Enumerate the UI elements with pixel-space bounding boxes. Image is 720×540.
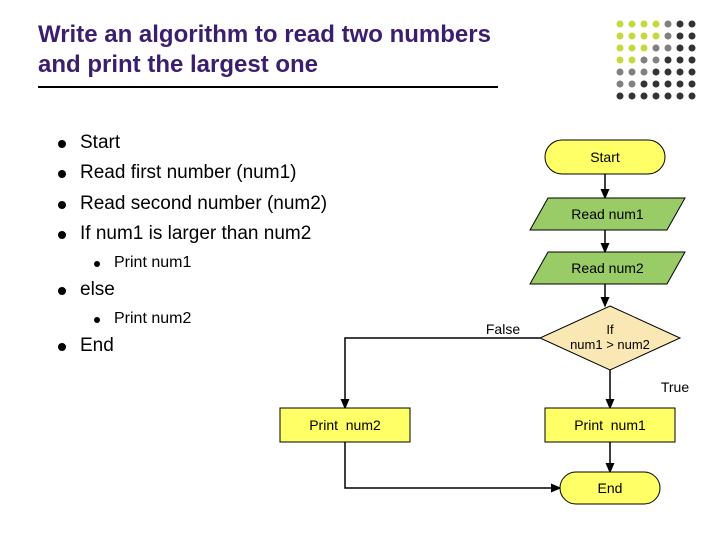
flowchart-node-label: Start	[545, 140, 665, 174]
flowchart-node-label: If num1 > num2	[540, 306, 680, 370]
flowchart-node-label: Read num2	[530, 252, 685, 284]
bullet-text: else	[80, 275, 115, 305]
bullet-item: Start	[58, 128, 327, 158]
bullet-sub-item: Print num1	[94, 250, 327, 276]
title-underline	[38, 86, 498, 88]
title-text: Write an algorithm to read two numbers a…	[38, 21, 491, 78]
bullet-text: Print num1	[114, 250, 191, 276]
bullet-item: Read second number (num2)	[58, 189, 327, 219]
slide-title: Write an algorithm to read two numbers a…	[38, 20, 538, 80]
bullet-item: End	[58, 331, 327, 361]
bullet-item: Read first number (num1)	[58, 158, 327, 188]
flowchart-node-label: Print num1	[545, 408, 675, 442]
bullet-text: If num1 is larger than num2	[80, 219, 311, 249]
bullet-sub-item: Print num2	[94, 306, 327, 332]
algorithm-bullets: Start Read first number (num1) Read seco…	[58, 128, 327, 362]
bullet-text: Start	[80, 128, 120, 158]
dot-grid-decoration	[614, 18, 698, 102]
flowchart-node-label: End	[560, 472, 660, 504]
flowchart-edge-label: True	[650, 378, 700, 396]
bullet-item: else	[58, 275, 327, 305]
bullet-text: Read first number (num1)	[80, 158, 296, 188]
flowchart-node-label: Print num2	[280, 408, 410, 442]
bullet-text: Print num2	[114, 306, 191, 332]
flowchart-edge-label: False	[478, 320, 528, 338]
bullet-item: If num1 is larger than num2	[58, 219, 327, 249]
flowchart-node-label: Read num1	[530, 198, 685, 230]
bullet-text: Read second number (num2)	[80, 189, 327, 219]
bullet-text: End	[80, 331, 114, 361]
